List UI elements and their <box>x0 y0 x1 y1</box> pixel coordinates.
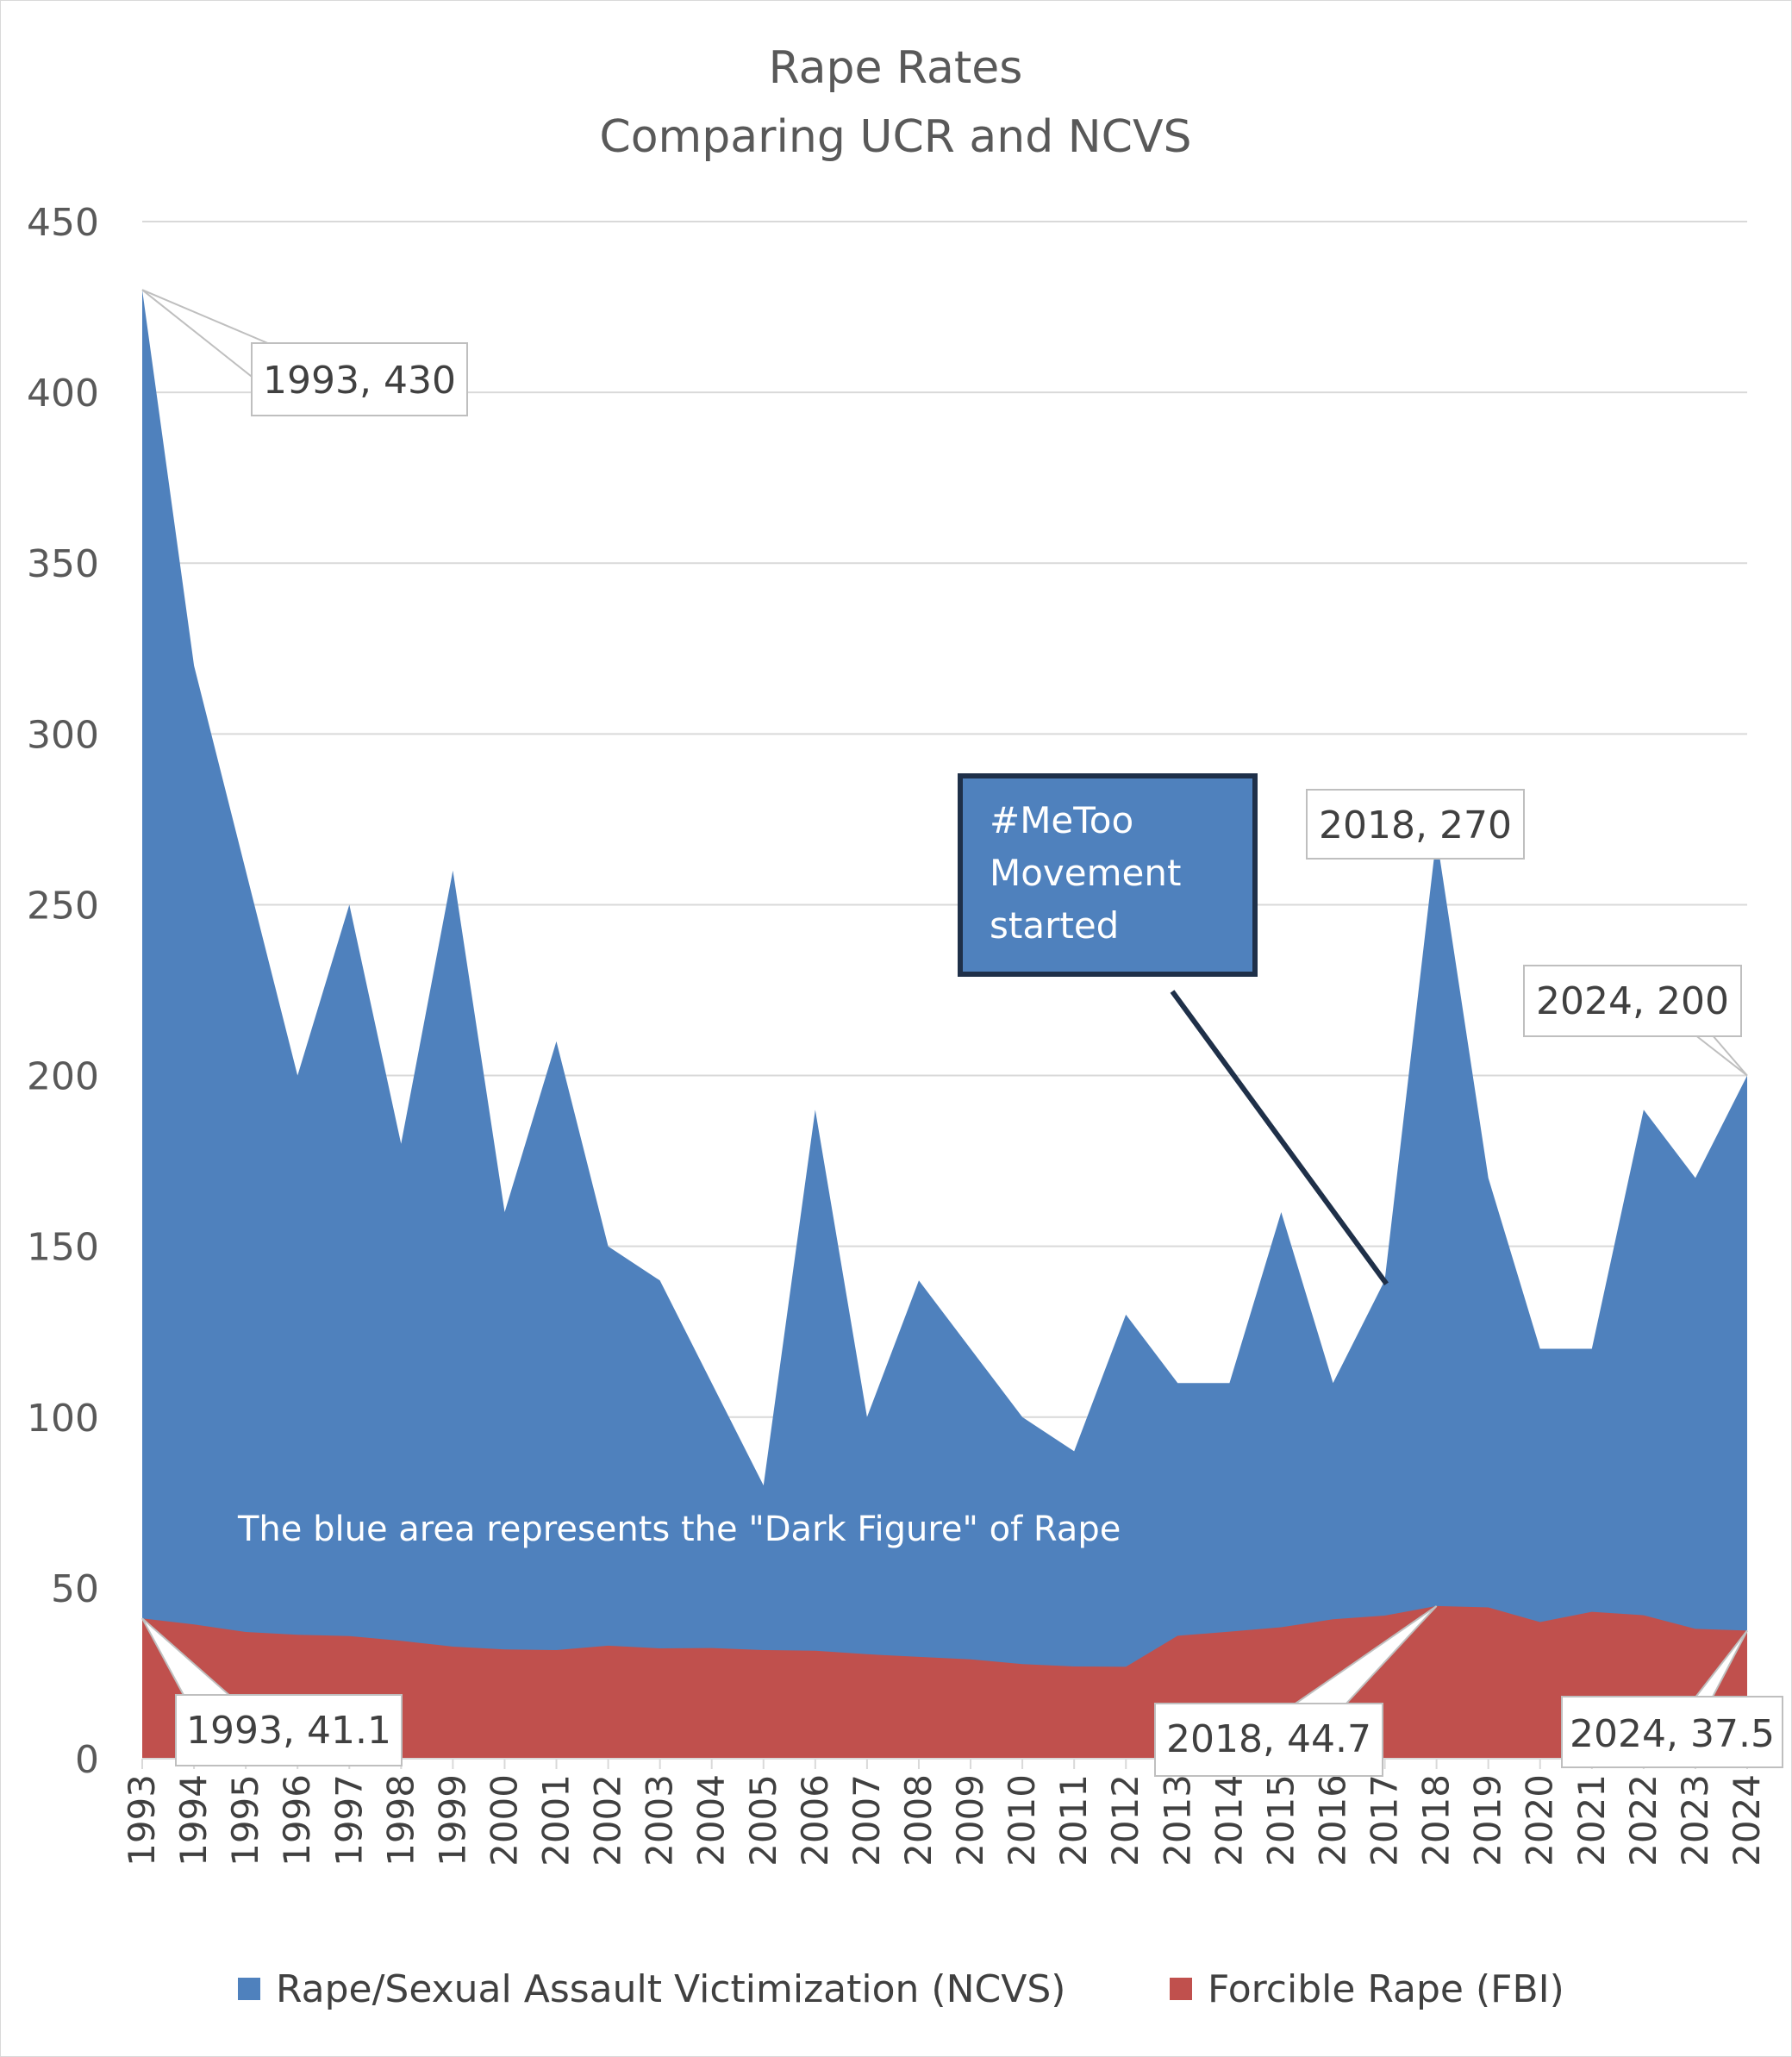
x-tick-2023: 2023 <box>1674 1774 1716 1866</box>
y-tick-350: 350 <box>27 542 99 586</box>
x-tick-2016: 2016 <box>1311 1774 1353 1866</box>
x-tick-2019: 2019 <box>1467 1774 1509 1866</box>
legend: Rape/Sexual Assault Victimization (NCVS)… <box>238 1967 1564 2011</box>
x-tick-2004: 2004 <box>690 1774 733 1866</box>
x-tick-2000: 2000 <box>483 1774 525 1866</box>
metoo-line-3: started <box>990 904 1119 947</box>
y-tick-150: 150 <box>27 1226 99 1270</box>
x-tick-2015: 2015 <box>1259 1774 1302 1866</box>
callout-box-fbi-1993 <box>175 1694 403 1766</box>
legend-label-ncvs: Rape/Sexual Assault Victimization (NCVS) <box>276 1967 1065 2011</box>
callout-ncvs-2018: 2018, 270 <box>1319 803 1512 847</box>
x-tick-2014: 2014 <box>1208 1774 1250 1866</box>
x-tick-2010: 2010 <box>1001 1774 1043 1866</box>
x-tick-2017: 2017 <box>1364 1774 1406 1866</box>
metoo-box <box>958 773 1258 977</box>
x-tick-2005: 2005 <box>742 1774 784 1866</box>
callout-box-ncvs-2024 <box>1523 965 1742 1037</box>
x-tick-2001: 2001 <box>535 1774 578 1866</box>
chart-title: Rape Rates <box>769 42 1023 94</box>
legend-swatch-fbi <box>1170 1978 1192 2000</box>
x-tick-2018: 2018 <box>1415 1774 1458 1866</box>
legend-swatch-ncvs <box>238 1978 260 2000</box>
x-tick-2012: 2012 <box>1104 1774 1146 1866</box>
callout-ncvs-1993: 1993, 430 <box>263 359 456 403</box>
y-tick-50: 50 <box>51 1567 99 1611</box>
x-tick-2024: 2024 <box>1726 1774 1768 1866</box>
callout-box-fbi-2018 <box>1154 1703 1383 1777</box>
y-tick-300: 300 <box>27 713 99 757</box>
x-tick-1999: 1999 <box>431 1774 473 1866</box>
metoo-line-1: #MeToo <box>990 799 1133 841</box>
y-axis-ticks: 0 50 100 150 200 250 300 350 400 450 <box>27 201 99 1782</box>
x-tick-2007: 2007 <box>846 1774 888 1866</box>
x-tick-1994: 1994 <box>172 1774 215 1866</box>
x-tick-2006: 2006 <box>794 1774 836 1866</box>
x-tick-1995: 1995 <box>224 1774 266 1866</box>
y-tick-400: 400 <box>27 372 99 416</box>
area-ncvs <box>142 290 1747 1760</box>
x-tick-1993: 1993 <box>121 1774 163 1866</box>
x-tick-1996: 1996 <box>276 1774 318 1866</box>
chart-subtitle: Comparing UCR and NCVS <box>599 111 1191 163</box>
y-tick-0: 0 <box>75 1738 99 1782</box>
callout-pointer-ncvs-2024 <box>1692 1034 1748 1077</box>
callout-box-ncvs-2018 <box>1306 789 1525 860</box>
x-axis-ticks: 1993 1994 1995 1996 1997 1998 1999 2000 2001 2002… <box>121 1759 1768 1866</box>
y-tick-250: 250 <box>27 884 99 928</box>
y-tick-450: 450 <box>27 201 99 245</box>
x-tick-1997: 1997 <box>328 1774 370 1866</box>
x-tick-2003: 2003 <box>639 1774 681 1866</box>
x-tick-2008: 2008 <box>897 1774 940 1866</box>
x-tick-2013: 2013 <box>1156 1774 1198 1866</box>
dark-figure-note: The blue area represents the "Dark Figur… <box>237 1510 1121 1549</box>
callout-ncvs-2024: 2024, 200 <box>1536 979 1729 1023</box>
callout-fbi-2018: 2018, 44.7 <box>1166 1717 1371 1761</box>
callout-box-fbi-2024 <box>1561 1696 1783 1768</box>
x-tick-2020: 2020 <box>1519 1774 1561 1866</box>
x-tick-2022: 2022 <box>1622 1774 1664 1866</box>
data-callouts: 1993, 430 2018, 270 2024, 200 1993, 41.1… <box>141 289 1783 1777</box>
x-tick-2021: 2021 <box>1570 1774 1613 1866</box>
metoo-pointer-line <box>1170 990 1389 1286</box>
callout-box-ncvs-1993 <box>251 342 468 416</box>
x-tick-2009: 2009 <box>949 1774 991 1866</box>
callout-fbi-1993: 1993, 41.1 <box>186 1709 391 1753</box>
x-tick-2011: 2011 <box>1052 1774 1095 1866</box>
legend-label-fbi: Forcible Rape (FBI) <box>1208 1967 1564 2011</box>
x-tick-2002: 2002 <box>587 1774 629 1866</box>
y-tick-200: 200 <box>27 1055 99 1099</box>
callout-fbi-2024: 2024, 37.5 <box>1570 1712 1775 1756</box>
metoo-line-2: Movement <box>990 852 1181 894</box>
metoo-callout: #MeToo Movement started <box>958 773 1389 1286</box>
y-tick-100: 100 <box>27 1397 99 1441</box>
x-tick-1998: 1998 <box>379 1774 421 1866</box>
